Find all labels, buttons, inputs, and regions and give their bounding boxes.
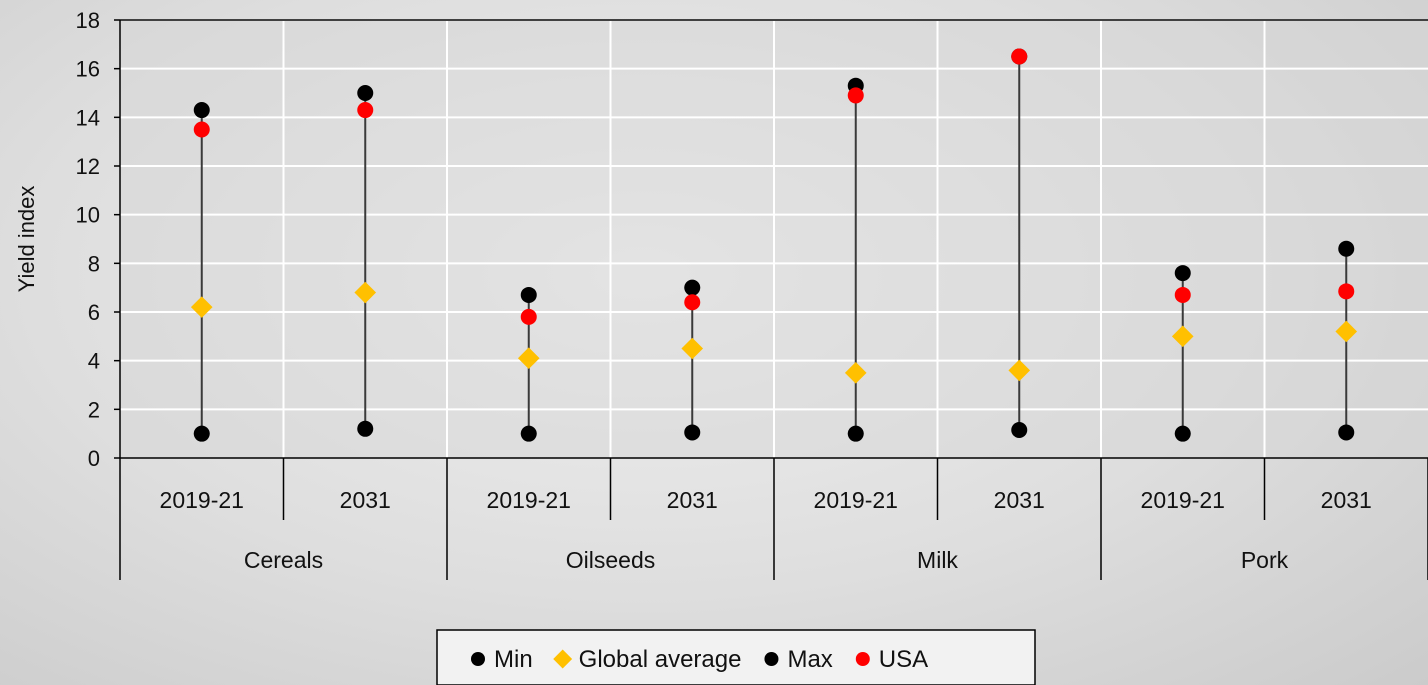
global-average-point <box>354 281 377 304</box>
min-point <box>1011 422 1028 439</box>
legend-marker-min <box>471 652 485 666</box>
y-tick-label: 16 <box>76 57 100 82</box>
min-point <box>1338 424 1355 441</box>
usa-point <box>1338 283 1355 300</box>
x-period-label: 2031 <box>994 487 1045 513</box>
max-point <box>520 286 537 303</box>
x-period-label: 2019-21 <box>160 487 244 513</box>
legend-label-usa: USA <box>879 646 928 673</box>
min-point <box>193 425 210 442</box>
y-tick-label: 14 <box>76 105 100 130</box>
x-period-label: 2019-21 <box>487 487 571 513</box>
min-point <box>1174 425 1191 442</box>
y-tick-label: 6 <box>88 300 100 325</box>
usa-point <box>847 87 864 104</box>
x-group-label: Oilseeds <box>566 547 655 573</box>
x-group-label: Pork <box>1241 547 1289 573</box>
x-period-label: 2019-21 <box>814 487 898 513</box>
x-group-label: Milk <box>917 547 958 573</box>
max-point <box>1174 265 1191 282</box>
min-point <box>684 424 701 441</box>
max-point <box>1338 240 1355 257</box>
max-point <box>193 102 210 119</box>
usa-point <box>193 121 210 138</box>
global-average-point <box>681 337 704 360</box>
y-tick-label: 10 <box>76 203 100 228</box>
global-average-point <box>844 362 867 384</box>
legend-label-min: Min <box>494 646 533 673</box>
legend-marker-usa <box>855 652 870 666</box>
x-period-label: 2019-21 <box>1141 487 1225 513</box>
usa-point <box>357 102 374 119</box>
y-tick-label: 2 <box>88 397 100 422</box>
legend-marker-max <box>764 652 779 666</box>
global-average-point <box>190 296 213 318</box>
global-average-point <box>1335 320 1358 343</box>
min-point <box>357 420 374 437</box>
global-average-point <box>1171 325 1194 348</box>
y-tick-label: 0 <box>88 446 100 471</box>
y-tick-label: 8 <box>88 251 100 276</box>
legend-label-max: Max <box>787 646 832 673</box>
min-point <box>847 425 864 442</box>
y-axis-title: Yield index <box>14 186 39 293</box>
usa-point <box>520 308 537 325</box>
y-tick-label: 12 <box>76 154 100 179</box>
usa-point <box>1174 286 1191 303</box>
legend-label-global-average: Global average <box>579 646 742 673</box>
x-period-label: 2031 <box>340 487 391 513</box>
y-tick-labels: 0 2 4 6 8 10 12 14 16 18 <box>76 8 100 471</box>
x-group-label: Cereals <box>244 547 323 573</box>
data-markers <box>190 48 1358 442</box>
x-period-label: 2031 <box>667 487 718 513</box>
x-period-label: 2031 <box>1321 487 1372 513</box>
min-point <box>520 425 537 442</box>
axes <box>114 19 1428 580</box>
max-point <box>357 85 374 101</box>
global-average-point <box>1008 359 1031 382</box>
usa-point <box>684 294 701 311</box>
y-tick-label: 4 <box>88 349 100 374</box>
max-point <box>684 279 701 296</box>
y-tick-label: 18 <box>76 8 100 33</box>
legend-marker-global-average <box>553 649 573 669</box>
legend-box <box>436 629 1036 685</box>
usa-point <box>1011 48 1028 65</box>
legend: Min Global average Max USA <box>436 629 1036 685</box>
global-average-point <box>517 347 540 370</box>
x-category-labels: 2019-21 2031 2019-21 2031 2019-21 2031 2019-21… <box>160 487 1372 573</box>
